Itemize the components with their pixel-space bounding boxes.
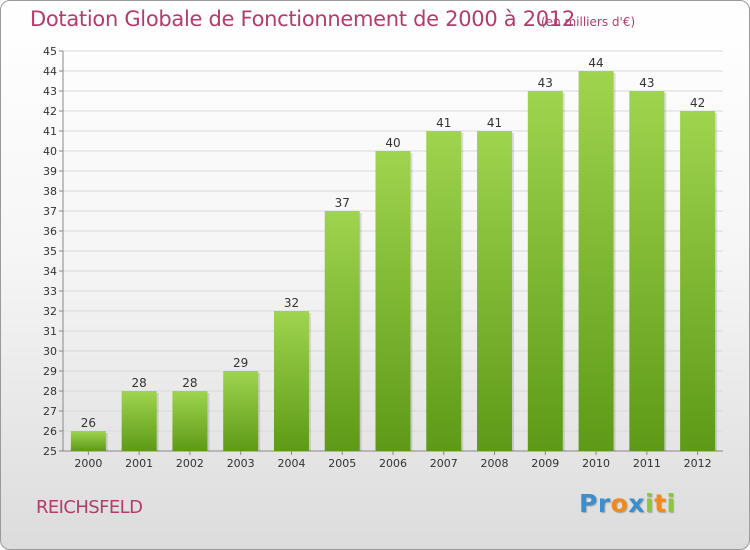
x-tick-label: 2001 <box>125 457 153 470</box>
x-tick-label: 2009 <box>531 457 559 470</box>
bar <box>70 431 106 451</box>
bar <box>680 111 716 451</box>
y-tick-label: 28 <box>43 385 57 398</box>
value-label: 43 <box>639 76 654 90</box>
value-label: 32 <box>284 296 299 310</box>
commune-name: REICHSFELD <box>36 497 143 518</box>
value-label: 42 <box>690 96 705 110</box>
y-tick-label: 25 <box>43 445 57 458</box>
logo-letter: o <box>610 489 629 518</box>
chart-title: Dotation Globale de Fonctionnement de 20… <box>30 7 575 31</box>
value-label: 44 <box>588 56 603 70</box>
y-tick-label: 32 <box>43 305 57 318</box>
y-tick-label: 43 <box>43 85 57 98</box>
value-label: 41 <box>487 116 502 130</box>
y-tick-label: 29 <box>43 365 57 378</box>
value-label: 41 <box>436 116 451 130</box>
x-tick-label: 2007 <box>430 457 458 470</box>
value-label: 37 <box>335 196 350 210</box>
value-label: 26 <box>81 416 96 430</box>
y-tick-label: 36 <box>43 225 57 238</box>
bar <box>324 211 360 451</box>
bar <box>629 91 665 451</box>
x-tick-label: 2010 <box>582 457 610 470</box>
bar <box>578 71 614 451</box>
x-tick-label: 2003 <box>227 457 255 470</box>
y-tick-label: 34 <box>43 265 57 278</box>
logo-letter: r <box>597 489 611 518</box>
bar <box>172 391 208 451</box>
logo-letter: i <box>666 489 676 518</box>
y-tick-label: 37 <box>43 205 57 218</box>
y-tick-label: 45 <box>43 45 57 58</box>
bar <box>273 311 309 451</box>
x-tick-label: 2006 <box>379 457 407 470</box>
bar <box>223 371 259 451</box>
value-label: 28 <box>182 376 197 390</box>
logo-letter: P <box>579 489 598 518</box>
logo-letter: i <box>645 489 655 518</box>
y-tick-label: 31 <box>43 325 57 338</box>
bar <box>426 131 462 451</box>
value-label: 29 <box>233 356 248 370</box>
x-tick-label: 2000 <box>74 457 102 470</box>
y-tick-label: 35 <box>43 245 57 258</box>
proxiti-logo: Proxiti <box>579 489 676 518</box>
y-tick-label: 26 <box>43 425 57 438</box>
bar <box>121 391 157 451</box>
bar <box>375 151 411 451</box>
x-tick-label: 2008 <box>481 457 509 470</box>
bar <box>477 131 513 451</box>
x-tick-label: 2002 <box>176 457 204 470</box>
x-tick-label: 2004 <box>277 457 305 470</box>
y-tick-label: 42 <box>43 105 57 118</box>
logo-letter: t <box>654 489 667 518</box>
y-tick-label: 40 <box>43 145 57 158</box>
x-tick-label: 2011 <box>633 457 661 470</box>
x-tick-label: 2005 <box>328 457 356 470</box>
y-tick-label: 39 <box>43 165 57 178</box>
value-label: 43 <box>538 76 553 90</box>
bar <box>527 91 563 451</box>
logo-letter: x <box>628 489 645 518</box>
value-label: 28 <box>132 376 147 390</box>
y-tick-label: 33 <box>43 285 57 298</box>
unit-note: (en milliers d'€) <box>541 15 636 29</box>
y-tick-label: 30 <box>43 345 57 358</box>
x-tick-label: 2012 <box>684 457 712 470</box>
y-tick-label: 27 <box>43 405 57 418</box>
y-tick-label: 41 <box>43 125 57 138</box>
y-tick-label: 44 <box>43 65 57 78</box>
y-tick-label: 38 <box>43 185 57 198</box>
value-label: 40 <box>385 136 400 150</box>
